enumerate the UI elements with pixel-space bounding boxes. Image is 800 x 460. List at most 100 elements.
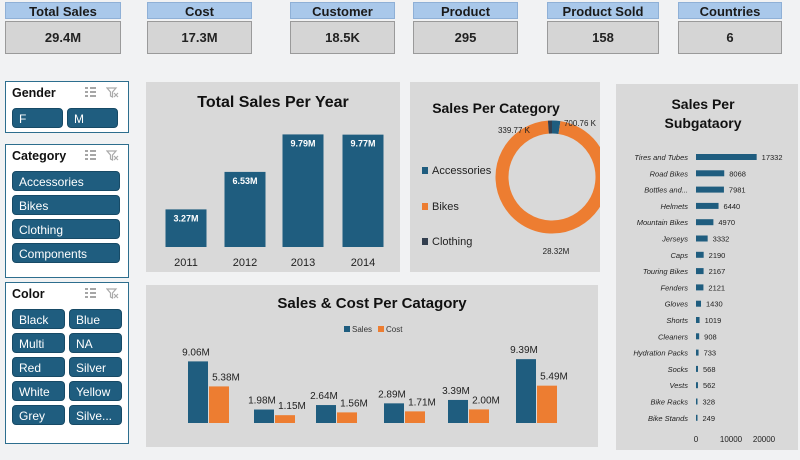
slicer-button-color[interactable]: Silver	[69, 357, 122, 377]
sales-data-label: 3.39M	[442, 386, 470, 397]
subcategory-label: Helmets	[660, 202, 688, 211]
subcategory-label: Vests	[670, 381, 689, 390]
subcategory-label: Bike Racks	[650, 398, 688, 407]
cost-bar	[209, 386, 229, 423]
subcategory-bar	[696, 365, 698, 372]
sales-per-year-chart: 3.27M 2011 6.53M 2012 9.79M 2013 9.77M 2014	[165, 134, 384, 269]
subcategory-bar	[696, 186, 724, 193]
slicer-button-gender[interactable]: M	[67, 108, 118, 128]
kpi-value: 18.5K	[290, 21, 395, 54]
year-bar	[224, 171, 266, 247]
sales-per-category-panel: Sales Per Category Accessories Bikes Cloth…	[410, 82, 600, 272]
subcategory-chart: Tires and Tubes 17332 Road Bikes 8068 Bottle…	[633, 153, 782, 444]
kpi-value: 295	[413, 21, 518, 54]
subcategory-value: 328	[703, 398, 716, 407]
slicer-button-color[interactable]: Silve...	[69, 405, 122, 425]
sales-bar	[448, 399, 468, 423]
slicer-button-color[interactable]: Multi	[12, 333, 65, 353]
year-bar	[342, 134, 384, 247]
sales-cost-title: Sales & Cost Per Catagory	[277, 295, 467, 312]
year-tick-label: 2014	[351, 257, 375, 269]
subcategory-bar	[696, 202, 719, 209]
slicer-button-color[interactable]: Yellow	[69, 381, 122, 401]
legend-label: Cost	[386, 325, 403, 334]
subcategory-label: Touring Bikes	[643, 267, 688, 276]
kpi-card: Cost 17.3M	[147, 2, 252, 54]
kpi-title: Cost	[147, 2, 252, 19]
year-tick-label: 2011	[174, 257, 198, 269]
sales-data-label: 2.89M	[378, 389, 406, 400]
sales-per-category-chart: Accessories Bikes Clothing 700.76 K 28.32M 33…	[422, 119, 600, 256]
sales-bar	[384, 403, 404, 423]
subcategory-value: 2167	[709, 267, 726, 276]
subcategory-label: Road Bikes	[650, 169, 689, 178]
slicer-button-color[interactable]: NA	[69, 333, 122, 353]
donut-data-label: 339.77 K	[498, 126, 531, 135]
x-tick-label: 0	[694, 435, 699, 444]
x-tick-label: 20000	[753, 435, 776, 444]
sales-data-label: 9.39M	[510, 345, 538, 356]
subcategory-value: 908	[704, 332, 717, 341]
clear-filter-icon[interactable]	[106, 288, 119, 299]
cost-bar	[405, 411, 425, 423]
color-slicer: Color Black Blue Multi NA Red Silver White Yell…	[5, 282, 129, 444]
multi-select-icon[interactable]	[84, 87, 97, 98]
gender-slicer-title: Gender	[12, 86, 56, 100]
legend-label: Bikes	[432, 201, 459, 213]
subcategory-bar	[696, 300, 702, 307]
sales-bar	[316, 405, 336, 423]
subcategory-value: 568	[703, 365, 716, 374]
clear-filter-icon[interactable]	[106, 87, 119, 98]
cost-data-label: 1.71M	[408, 397, 436, 408]
subcategory-label: Shorts	[666, 316, 688, 325]
kpi-value: 29.4M	[5, 21, 121, 54]
slicer-button-category[interactable]: Components	[12, 243, 120, 263]
subcategory-bar	[696, 251, 704, 258]
kpi-card: Product 295	[413, 2, 518, 54]
subcategory-label: Fenders	[660, 283, 688, 292]
subcategory-value: 2121	[708, 283, 725, 292]
legend-label: Clothing	[432, 236, 472, 248]
cost-bar	[337, 412, 357, 423]
cost-data-label: 2.00M	[472, 395, 500, 406]
sales-bar	[188, 361, 208, 423]
subcategory-label: Hydration Packs	[633, 349, 688, 358]
cost-bar	[469, 409, 489, 423]
slicer-button-category[interactable]: Bikes	[12, 195, 120, 215]
subcategory-panel: Sales Per Subgataory Tires and Tubes 1733…	[616, 84, 798, 450]
slicer-button-color[interactable]: Black	[12, 309, 65, 329]
multi-select-icon[interactable]	[84, 288, 97, 299]
subcategory-bar	[696, 154, 757, 160]
kpi-card: Total Sales 29.4M	[5, 2, 121, 54]
slicer-button-category[interactable]: Clothing	[12, 219, 120, 239]
kpi-title: Customer	[290, 2, 395, 19]
subcategory-bar	[696, 317, 700, 323]
donut-slice	[551, 120, 561, 135]
sales-per-year-panel: Total Sales Per Year 3.27M 2011 6.53M 2012 9…	[146, 82, 400, 272]
legend-label: Sales	[352, 325, 372, 334]
subcategory-label: Socks	[668, 365, 689, 374]
clear-filter-icon[interactable]	[106, 150, 119, 161]
multi-select-icon[interactable]	[84, 150, 97, 161]
cost-bar	[537, 385, 557, 423]
subcategory-value: 3332	[713, 235, 730, 244]
slicer-button-color[interactable]: Blue	[69, 309, 122, 329]
subcategory-label: Bike Stands	[648, 414, 688, 423]
subcategory-bar	[696, 219, 714, 226]
subcategory-value: 4970	[718, 218, 735, 227]
slicer-button-category[interactable]: Accessories	[12, 171, 120, 191]
slicer-button-color[interactable]: Red	[12, 357, 65, 377]
subcategory-bar	[696, 268, 704, 275]
year-tick-label: 2013	[291, 257, 315, 269]
cost-data-label: 5.38M	[212, 372, 240, 383]
slicer-button-color[interactable]: Grey	[12, 405, 65, 425]
slicer-button-gender[interactable]: F	[12, 108, 63, 128]
legend-swatch	[422, 203, 428, 210]
kpi-card: Product Sold 158	[547, 2, 659, 54]
slicer-button-color[interactable]: White	[12, 381, 65, 401]
subcategory-label: Jerseys	[661, 235, 688, 244]
subcategory-value: 8068	[729, 169, 746, 178]
kpi-title: Total Sales	[5, 2, 121, 19]
subcategory-bar	[696, 333, 700, 340]
color-slicer-title: Color	[12, 287, 45, 301]
